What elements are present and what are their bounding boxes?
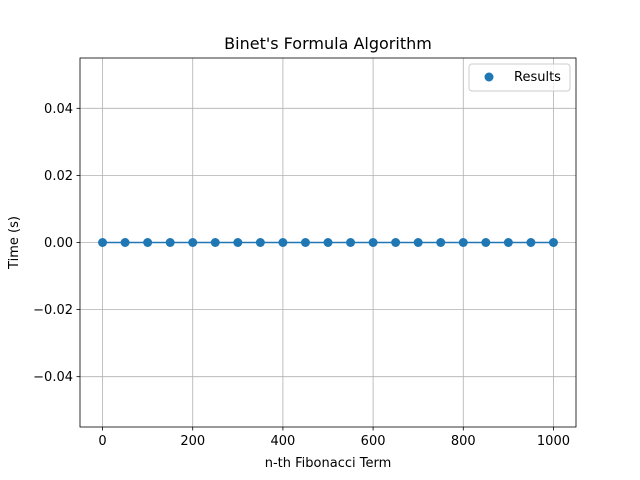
data-point [413,238,423,247]
x-tick-label: 800 [451,434,476,449]
legend-marker [484,72,494,82]
data-point [278,238,288,247]
data-point [210,238,220,247]
series-results [98,238,558,247]
data-point [548,238,558,247]
data-point [436,238,446,247]
y-tick-label: 0.00 [44,236,73,251]
x-tick-label: 400 [270,434,295,449]
chart-title: Binet's Formula Algorithm [224,34,432,53]
y-tick-label: 0.04 [44,102,73,117]
data-point [233,238,243,247]
data-point [346,238,356,247]
data-point [165,238,175,247]
data-point [481,238,491,247]
data-point [143,238,153,247]
data-point [120,238,130,247]
y-axis-label: Time (s) [7,216,22,270]
x-tick-label: 0 [98,434,106,449]
legend-box [468,63,571,92]
data-point [255,238,265,247]
data-point [503,238,513,247]
x-tick-label: 600 [361,434,386,449]
y-tick-label: −0.04 [33,370,73,385]
y-tick-label: −0.02 [33,303,73,318]
data-point [368,238,378,247]
data-point [98,238,108,247]
axes-ticks: 0 200 400 600 800 1000 −0.04 −0.02 0.00 0.02 0.04 [33,102,570,449]
data-point [323,238,333,247]
data-point [526,238,536,247]
data-point [300,238,310,247]
legend: Results [468,63,571,92]
x-axis-label: n-th Fibonacci Term [265,456,392,471]
x-tick-label: 200 [180,434,205,449]
y-tick-label: 0.02 [44,169,73,184]
x-tick-label: 1000 [537,434,570,449]
data-point [188,238,198,247]
data-point [391,238,401,247]
legend-label-results: Results [514,70,561,85]
data-point [458,238,468,247]
